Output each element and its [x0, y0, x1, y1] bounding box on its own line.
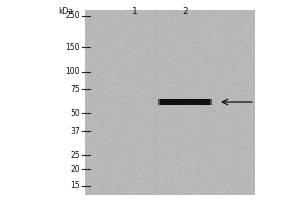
Text: 250: 250: [65, 11, 80, 21]
Text: 100: 100: [65, 68, 80, 76]
Text: 150: 150: [65, 43, 80, 51]
Text: 15: 15: [70, 182, 80, 190]
Text: kDa: kDa: [58, 7, 73, 16]
Text: 2: 2: [182, 7, 188, 16]
Text: 1: 1: [132, 7, 138, 16]
Text: 25: 25: [70, 150, 80, 160]
Text: 20: 20: [70, 164, 80, 173]
Text: 75: 75: [70, 84, 80, 94]
Text: 50: 50: [70, 108, 80, 117]
Text: 37: 37: [70, 127, 80, 136]
